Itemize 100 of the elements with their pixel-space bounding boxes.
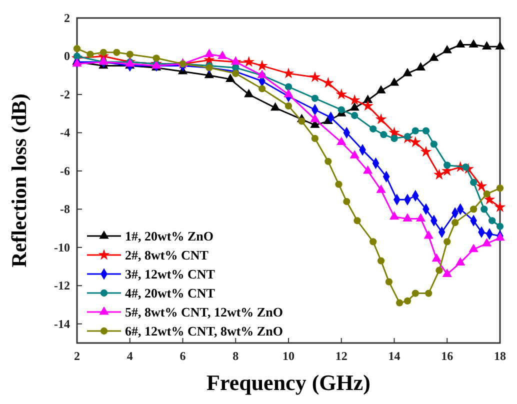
point bbox=[470, 206, 478, 213]
point bbox=[416, 213, 426, 222]
point bbox=[311, 134, 319, 142]
point bbox=[113, 48, 120, 56]
point bbox=[444, 238, 451, 246]
x-tick-label: 4 bbox=[126, 349, 133, 363]
point bbox=[451, 219, 459, 226]
point bbox=[482, 41, 492, 50]
point bbox=[324, 158, 332, 165]
point bbox=[310, 114, 320, 122]
point bbox=[354, 217, 361, 224]
point bbox=[480, 206, 488, 213]
legend-label: 6#, 12wt% CNT, 8wt% ZnO bbox=[125, 324, 283, 338]
point bbox=[496, 222, 504, 230]
point bbox=[204, 48, 214, 58]
x-tick-label: 2 bbox=[74, 349, 80, 363]
point bbox=[434, 168, 445, 180]
point bbox=[362, 100, 374, 111]
point bbox=[380, 131, 388, 138]
point bbox=[470, 178, 478, 186]
point bbox=[350, 150, 360, 158]
point bbox=[348, 94, 360, 106]
point bbox=[73, 45, 81, 52]
x-tick-label: 14 bbox=[388, 349, 400, 363]
legend-label: 3#, 12wt% CNT bbox=[125, 266, 216, 282]
legend-label: 4#, 20wt% CNT bbox=[125, 286, 216, 300]
x-tick-label: 18 bbox=[494, 349, 506, 363]
point bbox=[468, 39, 478, 48]
point bbox=[488, 217, 496, 224]
y-tick-label: -8 bbox=[60, 202, 70, 216]
point bbox=[404, 132, 412, 140]
point bbox=[482, 238, 492, 246]
point bbox=[402, 213, 412, 222]
point bbox=[152, 54, 160, 62]
x-tick-label: 6 bbox=[180, 349, 186, 363]
point bbox=[402, 68, 412, 76]
point bbox=[284, 102, 292, 110]
point bbox=[442, 268, 452, 277]
point bbox=[496, 184, 504, 192]
point bbox=[429, 52, 439, 61]
point bbox=[232, 70, 240, 77]
y-axis-title: Reflection loss (dB) bbox=[7, 94, 31, 268]
point bbox=[376, 184, 386, 193]
point bbox=[424, 230, 434, 239]
point bbox=[338, 106, 345, 114]
point bbox=[412, 290, 419, 297]
point bbox=[343, 198, 350, 206]
point bbox=[420, 146, 432, 157]
point bbox=[396, 299, 404, 306]
y-tick-label: -14 bbox=[54, 316, 70, 331]
point bbox=[476, 180, 488, 192]
point bbox=[363, 165, 373, 174]
point bbox=[322, 77, 334, 88]
point bbox=[311, 94, 319, 102]
legend-label: 5#, 8wt% CNT, 12wt% ZnO bbox=[125, 304, 283, 320]
point bbox=[226, 74, 236, 82]
point bbox=[351, 112, 358, 120]
point bbox=[389, 211, 400, 220]
y-tick-label: -10 bbox=[54, 240, 70, 254]
point bbox=[390, 134, 398, 142]
point bbox=[389, 77, 400, 86]
point bbox=[243, 56, 255, 67]
legend-label: 1#, 20wt% ZnO bbox=[125, 228, 214, 244]
point bbox=[126, 50, 134, 58]
point bbox=[335, 180, 342, 188]
point bbox=[218, 50, 228, 60]
point bbox=[410, 136, 422, 148]
point bbox=[258, 85, 266, 92]
point bbox=[244, 88, 254, 98]
x-tick-label: 12 bbox=[335, 349, 348, 363]
point bbox=[495, 41, 505, 50]
y-tick-label: 0 bbox=[64, 49, 70, 64]
point bbox=[412, 127, 419, 134]
point bbox=[363, 94, 373, 103]
point bbox=[425, 290, 432, 297]
point bbox=[404, 297, 412, 304]
point bbox=[270, 102, 280, 111]
x-tick-label: 8 bbox=[232, 349, 239, 363]
y-tick-label: -6 bbox=[60, 164, 70, 178]
point bbox=[298, 118, 306, 125]
point bbox=[284, 83, 292, 90]
point bbox=[370, 238, 377, 246]
point bbox=[494, 201, 506, 212]
point bbox=[422, 127, 430, 134]
x-axis-title: Frequency (GHz) bbox=[206, 370, 370, 395]
point bbox=[376, 85, 386, 94]
point bbox=[309, 71, 321, 82]
y-tick-label: -12 bbox=[54, 278, 70, 293]
point bbox=[456, 257, 466, 266]
point bbox=[442, 44, 452, 54]
point bbox=[483, 190, 490, 198]
x-tick-label: 16 bbox=[441, 349, 454, 363]
point bbox=[86, 50, 94, 58]
point bbox=[375, 113, 387, 124]
legend-label: 2#, 8wt% CNT bbox=[125, 248, 209, 262]
point bbox=[100, 48, 108, 56]
point bbox=[430, 140, 438, 148]
point bbox=[350, 102, 360, 111]
point bbox=[377, 257, 385, 264]
point bbox=[444, 162, 451, 169]
